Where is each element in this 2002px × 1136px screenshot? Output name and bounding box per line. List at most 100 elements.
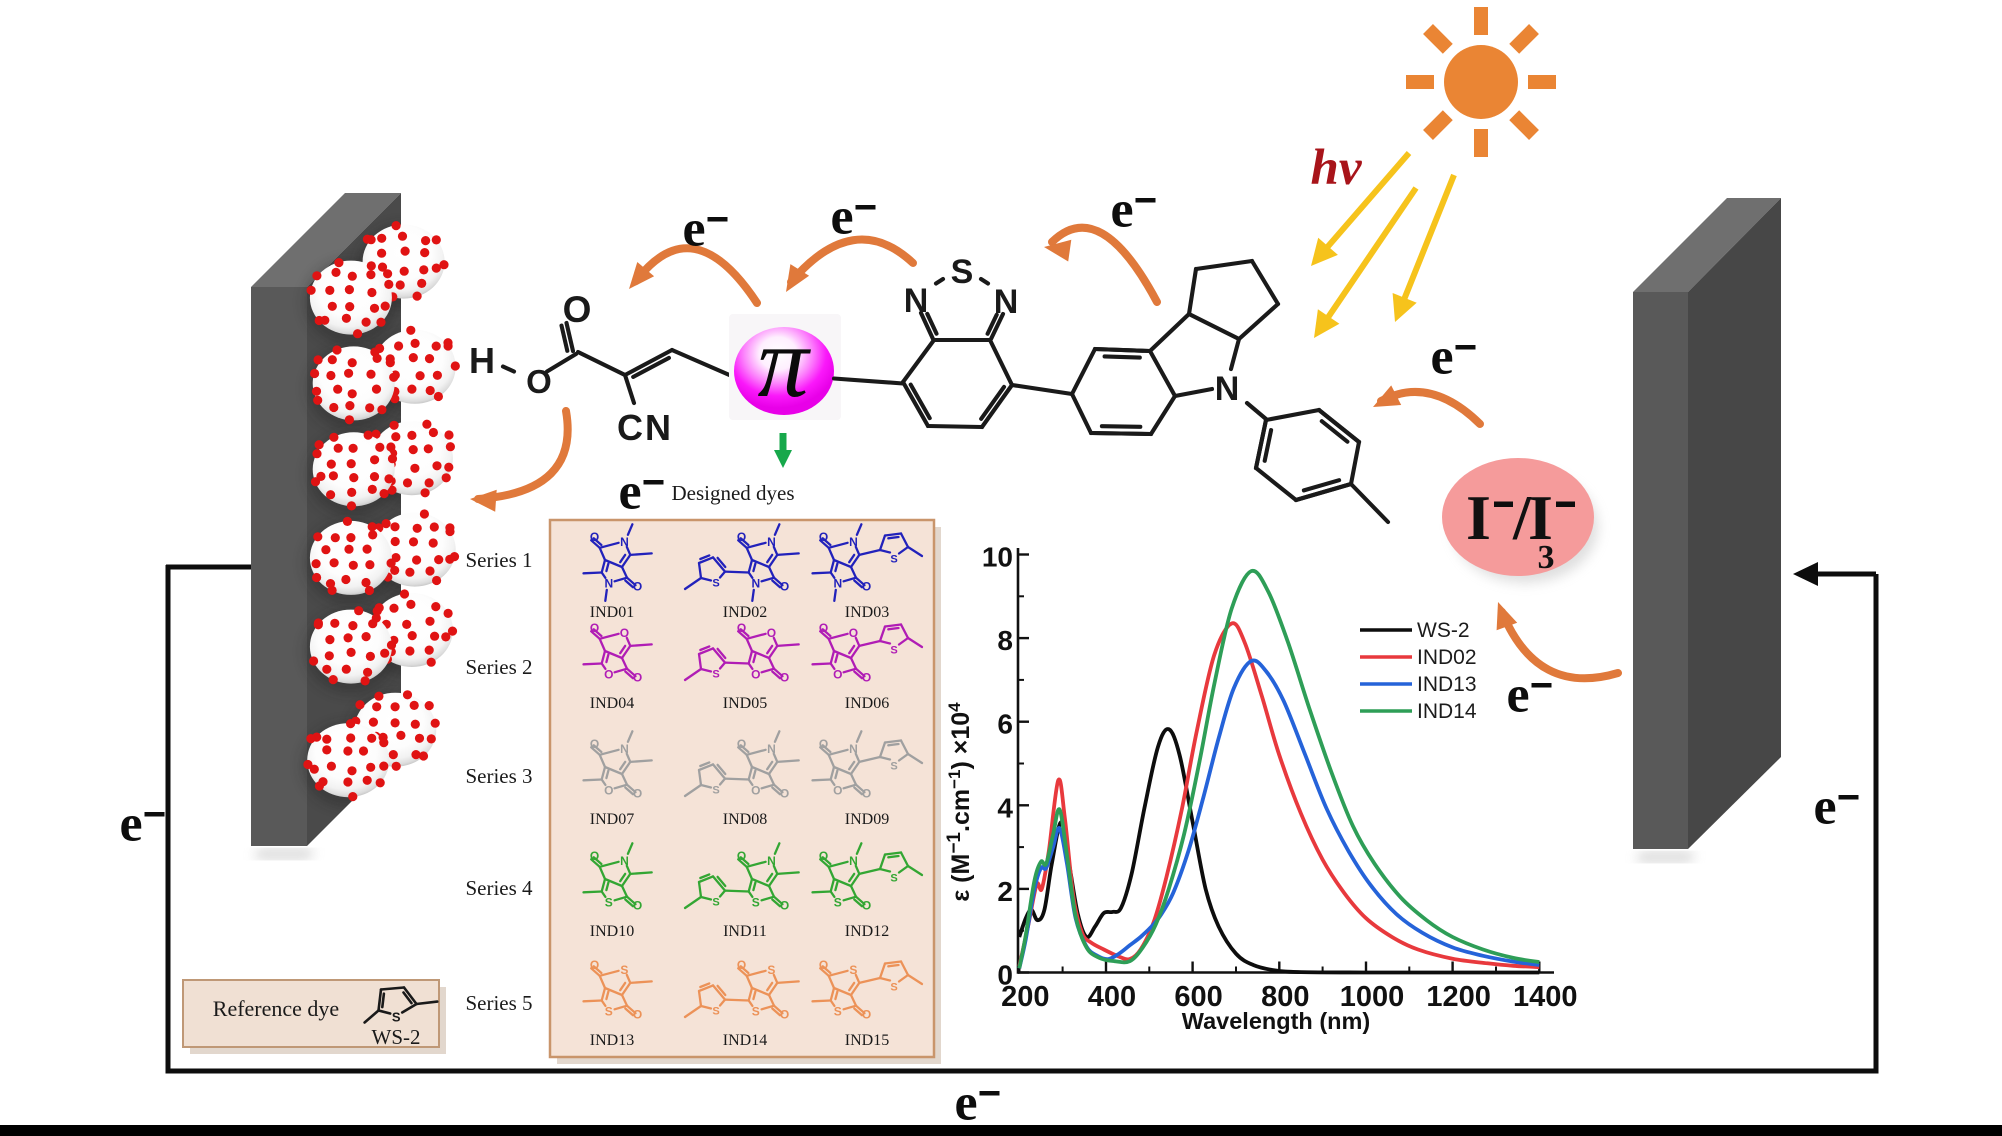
svg-text:S: S <box>890 554 897 566</box>
svg-text:Reference dye: Reference dye <box>213 996 339 1021</box>
svg-text:S: S <box>890 645 897 657</box>
svg-text:e: e <box>119 796 142 853</box>
svg-text:O: O <box>819 958 828 972</box>
svg-text:IND13: IND13 <box>590 1032 634 1049</box>
svg-text:IND01: IND01 <box>590 604 634 621</box>
svg-text:O: O <box>833 783 842 797</box>
svg-text:O: O <box>633 580 642 594</box>
svg-text:IND14: IND14 <box>723 1032 767 1049</box>
svg-text:O: O <box>767 626 776 640</box>
svg-text:O: O <box>590 958 599 972</box>
svg-text:O: O <box>737 849 746 863</box>
svg-text:O: O <box>862 1008 871 1022</box>
svg-text:O: O <box>780 671 789 685</box>
svg-text:O: O <box>737 958 746 972</box>
svg-text:200: 200 <box>1001 981 1049 1013</box>
svg-text:IND09: IND09 <box>845 811 889 828</box>
svg-text:S: S <box>712 897 719 909</box>
svg-text:N: N <box>620 742 629 756</box>
svg-text:Series 2: Series 2 <box>465 655 532 679</box>
svg-text:IND04: IND04 <box>590 695 634 712</box>
svg-text:S: S <box>834 895 842 909</box>
svg-text:S: S <box>890 982 897 994</box>
svg-text:1000: 1000 <box>1340 981 1405 1013</box>
svg-text:10: 10 <box>982 542 1013 573</box>
svg-text:/: / <box>1512 482 1532 553</box>
svg-text:O: O <box>780 899 789 913</box>
svg-text:CN: CN <box>617 407 673 448</box>
svg-text:6: 6 <box>997 709 1013 740</box>
svg-text:e: e <box>830 189 853 246</box>
svg-text:N: N <box>849 742 858 756</box>
svg-text:O: O <box>780 580 789 594</box>
svg-text:S: S <box>890 761 897 773</box>
svg-text:N: N <box>604 576 613 590</box>
svg-text:IND05: IND05 <box>723 695 767 712</box>
svg-text:O: O <box>590 737 599 751</box>
svg-text:S: S <box>890 873 897 885</box>
svg-text:O: O <box>780 787 789 801</box>
svg-text:N: N <box>767 854 776 868</box>
svg-text:S: S <box>752 1004 760 1018</box>
svg-text:e: e <box>1506 667 1529 724</box>
svg-text:Designed dyes: Designed dyes <box>671 481 794 505</box>
svg-text:800: 800 <box>1261 981 1309 1013</box>
svg-text:IND06: IND06 <box>845 695 889 712</box>
svg-text:N: N <box>620 535 629 549</box>
svg-text:S: S <box>605 1004 613 1018</box>
svg-text:O: O <box>862 899 871 913</box>
svg-text:O: O <box>833 667 842 681</box>
svg-text:O: O <box>737 530 746 544</box>
svg-text:N: N <box>904 282 929 320</box>
svg-text:N: N <box>849 854 858 868</box>
svg-text:Series 4: Series 4 <box>465 876 533 900</box>
svg-text:N: N <box>767 742 776 756</box>
svg-text:O: O <box>633 899 642 913</box>
svg-text:O: O <box>737 621 746 635</box>
svg-text:IND14: IND14 <box>1417 700 1477 723</box>
svg-text:600: 600 <box>1174 981 1222 1013</box>
svg-text:8: 8 <box>997 625 1013 656</box>
svg-text:O: O <box>751 667 760 681</box>
svg-text:O: O <box>620 626 629 640</box>
svg-text:1200: 1200 <box>1426 981 1491 1013</box>
svg-text:IND02: IND02 <box>1417 646 1477 669</box>
svg-text:O: O <box>819 621 828 635</box>
svg-text:O: O <box>590 621 599 635</box>
svg-text:S: S <box>392 1010 401 1025</box>
svg-text:O: O <box>633 671 642 685</box>
svg-text:H: H <box>469 340 495 381</box>
svg-text:I: I <box>1528 482 1553 553</box>
svg-text:O: O <box>780 1008 789 1022</box>
svg-text:O: O <box>604 783 613 797</box>
svg-text:S: S <box>767 963 775 977</box>
svg-text:S: S <box>951 253 974 291</box>
svg-text:N: N <box>1215 370 1240 408</box>
svg-text:O: O <box>590 530 599 544</box>
svg-text:N: N <box>849 535 858 549</box>
svg-text:1400: 1400 <box>1513 981 1578 1013</box>
svg-text:e: e <box>1110 182 1133 239</box>
svg-text:Series 5: Series 5 <box>465 991 532 1015</box>
svg-text:N: N <box>833 576 842 590</box>
svg-text:IND12: IND12 <box>845 923 889 940</box>
svg-text:IND08: IND08 <box>723 811 767 828</box>
svg-text:e: e <box>618 464 641 521</box>
svg-text:S: S <box>834 1004 842 1018</box>
svg-text:IND13: IND13 <box>1417 673 1477 696</box>
svg-text:O: O <box>819 737 828 751</box>
svg-text:4: 4 <box>997 792 1013 823</box>
svg-text:O: O <box>862 671 871 685</box>
svg-text:IND15: IND15 <box>845 1032 889 1049</box>
svg-text:Series 3: Series 3 <box>465 764 532 788</box>
svg-text:0: 0 <box>997 960 1013 991</box>
svg-text:e: e <box>954 1075 977 1132</box>
svg-text:O: O <box>819 530 828 544</box>
svg-text:O: O <box>862 580 871 594</box>
svg-text:O: O <box>862 787 871 801</box>
svg-text:hν: hν <box>1311 140 1363 196</box>
svg-text:S: S <box>712 578 719 590</box>
svg-text:IND07: IND07 <box>590 811 634 828</box>
svg-text:I: I <box>1466 482 1491 553</box>
svg-text:O: O <box>590 849 599 863</box>
